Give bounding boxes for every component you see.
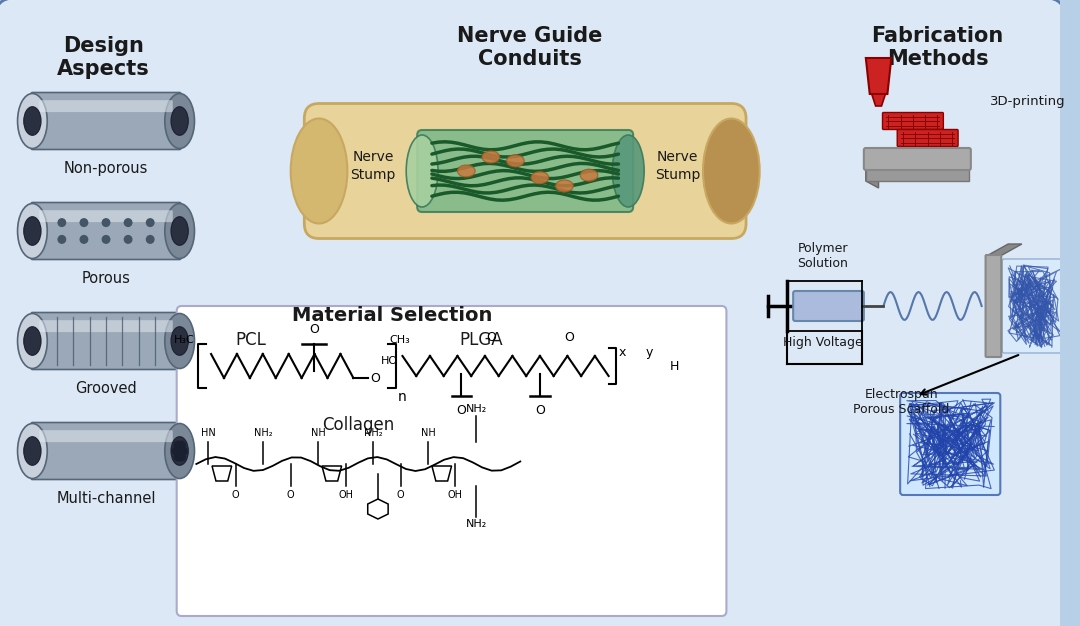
Text: NH: NH [420,428,435,438]
Text: n: n [397,390,406,404]
FancyBboxPatch shape [39,100,173,112]
Text: NH₂: NH₂ [254,428,272,438]
Text: Material Selection: Material Selection [293,306,492,325]
Circle shape [173,447,180,455]
Text: O: O [486,331,496,344]
Text: O: O [535,404,544,417]
Ellipse shape [24,327,41,356]
Polygon shape [866,168,878,188]
Text: Non-porous: Non-porous [64,161,148,176]
Ellipse shape [458,165,475,177]
Circle shape [174,441,181,449]
Text: 3D-printing: 3D-printing [989,95,1065,108]
Circle shape [176,447,184,455]
Ellipse shape [24,217,41,245]
Ellipse shape [507,155,524,167]
Text: Collagen: Collagen [322,416,394,434]
Ellipse shape [406,135,438,207]
FancyBboxPatch shape [31,312,180,369]
Text: Nerve
Stump: Nerve Stump [350,150,395,182]
Ellipse shape [171,437,188,465]
Circle shape [58,219,66,227]
Ellipse shape [291,118,348,223]
Text: Electrospun
Porous Scaffold: Electrospun Porous Scaffold [853,388,949,416]
FancyBboxPatch shape [31,423,180,480]
Text: NH₂: NH₂ [465,519,487,529]
Ellipse shape [17,203,48,259]
FancyBboxPatch shape [31,93,180,150]
Ellipse shape [531,172,549,183]
FancyBboxPatch shape [1002,259,1067,353]
Text: O: O [565,331,575,344]
Ellipse shape [703,118,759,223]
Ellipse shape [171,217,188,245]
Text: CH₃: CH₃ [390,335,410,345]
Ellipse shape [24,437,41,465]
FancyBboxPatch shape [39,210,173,222]
Text: PLGA: PLGA [459,331,503,349]
Ellipse shape [17,314,48,369]
Text: Nerve Guide
Conduits: Nerve Guide Conduits [458,26,603,69]
Circle shape [124,219,132,227]
Ellipse shape [580,169,598,181]
FancyBboxPatch shape [900,393,1000,495]
Ellipse shape [17,424,48,478]
Text: NH₂: NH₂ [465,404,487,414]
Circle shape [58,235,66,243]
FancyBboxPatch shape [897,130,958,146]
FancyBboxPatch shape [39,321,173,332]
Polygon shape [872,94,886,106]
Ellipse shape [482,151,500,163]
Text: O: O [370,371,380,384]
FancyBboxPatch shape [31,202,180,260]
Ellipse shape [171,106,188,135]
Circle shape [80,219,87,227]
Text: NH: NH [311,428,325,438]
Circle shape [103,219,110,227]
Text: O: O [232,490,240,500]
FancyBboxPatch shape [305,103,746,239]
Text: Porous: Porous [82,271,131,286]
Text: Multi-channel: Multi-channel [56,491,156,506]
Circle shape [124,235,132,243]
Text: O: O [309,323,319,336]
Ellipse shape [17,93,48,148]
Ellipse shape [165,203,194,259]
Text: PCL: PCL [234,331,266,349]
Circle shape [103,235,110,243]
Polygon shape [866,58,891,94]
Ellipse shape [165,93,194,148]
FancyBboxPatch shape [986,255,1001,357]
FancyBboxPatch shape [39,430,173,442]
Text: High Voltage: High Voltage [783,336,863,349]
FancyBboxPatch shape [177,306,727,616]
Text: HO: HO [380,356,397,366]
Text: x: x [619,346,625,359]
Text: HN: HN [201,428,216,438]
Ellipse shape [24,106,41,135]
Text: H₃C: H₃C [174,335,194,345]
Text: O: O [396,490,404,500]
FancyBboxPatch shape [864,148,971,170]
Text: OH: OH [448,490,463,500]
Text: NH₂: NH₂ [364,428,382,438]
Text: Nerve
Stump: Nerve Stump [654,150,700,182]
Polygon shape [866,168,969,181]
Ellipse shape [165,314,194,369]
Text: y: y [646,346,653,359]
Ellipse shape [165,424,194,478]
Text: O: O [457,404,467,417]
FancyBboxPatch shape [417,130,633,212]
Circle shape [178,453,185,461]
Ellipse shape [171,327,188,356]
Text: O: O [287,490,295,500]
Polygon shape [986,244,1022,256]
Text: Polymer
Solution: Polymer Solution [797,242,848,270]
FancyBboxPatch shape [793,291,864,321]
Ellipse shape [555,180,573,192]
Ellipse shape [612,135,644,207]
Text: Fabrication
Methods: Fabrication Methods [872,26,1003,69]
FancyBboxPatch shape [882,113,943,130]
Circle shape [147,219,154,227]
